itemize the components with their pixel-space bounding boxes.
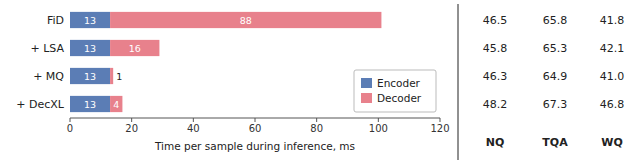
- x-tick: [316, 118, 317, 122]
- table-cell: 46.3: [483, 70, 508, 83]
- legend-label: Encoder: [377, 77, 421, 89]
- bars: [70, 12, 381, 112]
- table-cell: 45.8: [483, 42, 508, 55]
- x-tick: [193, 118, 194, 122]
- data-label: 13: [84, 15, 96, 26]
- y-tick-label: + MQ: [33, 70, 64, 83]
- x-axis: 0 20 40 60 80 100 120: [67, 118, 450, 134]
- table-cell: 65.3: [543, 42, 568, 55]
- bar-segment: [70, 40, 110, 56]
- bar-segment: [70, 68, 110, 84]
- table-cell: 41.0: [600, 70, 625, 83]
- x-tick: [255, 118, 256, 122]
- bar-segment: [110, 40, 159, 56]
- x-tick: [378, 118, 379, 122]
- data-label: 4: [113, 99, 119, 110]
- x-tick-label: 0: [67, 123, 73, 134]
- chart: 0 20 40 60 80 100 120 Time per sample during in…: [0, 0, 640, 164]
- table-header: WQ: [601, 136, 622, 149]
- legend-swatch: [361, 93, 372, 103]
- x-tick-label: 40: [187, 123, 200, 134]
- data-label: 16: [129, 43, 141, 54]
- x-tick-label: 20: [125, 123, 138, 134]
- y-tick-label: FiD: [47, 14, 64, 27]
- bar-segment: [110, 12, 381, 28]
- x-tick-label: 80: [310, 123, 323, 134]
- bar-segment: [110, 68, 113, 84]
- y-tick-label: + DecXL: [16, 98, 65, 111]
- data-labels: 13 88 13 16 13 1 13 4: [84, 15, 252, 110]
- table-cell: 67.3: [543, 98, 568, 111]
- separator: [458, 4, 459, 160]
- table-cell: 41.8: [600, 14, 625, 27]
- table-header: NQ: [486, 136, 505, 149]
- x-tick-label: 120: [430, 123, 449, 134]
- legend: Encoder Decoder: [354, 70, 436, 112]
- x-tick-label: 100: [369, 123, 388, 134]
- table-header: TQA: [542, 136, 568, 149]
- table-cell: 64.9: [543, 70, 568, 83]
- bar-segment: [110, 96, 122, 112]
- x-tick: [131, 118, 132, 122]
- data-label: 13: [84, 43, 96, 54]
- bar-segment: [70, 96, 110, 112]
- table-cell: 48.2: [483, 98, 508, 111]
- table-cell: 42.1: [600, 42, 625, 55]
- x-tick-label: 60: [249, 123, 262, 134]
- table: 46.5 65.8 41.8 45.8 65.3 42.1 46.3 64.9 41.0 48.2…: [483, 14, 625, 150]
- x-tick: [440, 118, 441, 122]
- data-label: 88: [240, 15, 252, 26]
- x-tick: [70, 118, 71, 122]
- y-tick-label: + LSA: [30, 42, 64, 55]
- legend-box: [354, 70, 436, 112]
- table-cell: 46.5: [483, 14, 508, 27]
- legend-swatch: [361, 78, 372, 88]
- table-cell: 46.8: [600, 98, 625, 111]
- table-cell: 65.8: [543, 14, 568, 27]
- data-label: 13: [84, 99, 96, 110]
- x-axis-label: Time per sample during inference, ms: [154, 140, 355, 152]
- data-label: 13: [84, 71, 96, 82]
- bar-segment: [70, 12, 110, 28]
- data-label: 1: [116, 71, 122, 82]
- legend-label: Decoder: [377, 92, 422, 104]
